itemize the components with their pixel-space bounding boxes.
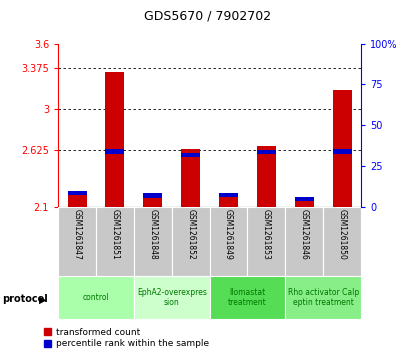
Bar	[286, 276, 361, 319]
Text: GSM1261853: GSM1261853	[262, 209, 271, 260]
Text: GDS5670 / 7902702: GDS5670 / 7902702	[144, 9, 271, 22]
Bar	[333, 90, 352, 207]
Bar	[181, 153, 200, 157]
Bar	[68, 191, 86, 195]
Bar	[172, 207, 210, 276]
Text: GSM1261847: GSM1261847	[73, 209, 81, 260]
Text: EphA2-overexpres
sion: EphA2-overexpres sion	[137, 288, 207, 307]
Bar	[58, 207, 96, 276]
Bar	[295, 199, 314, 207]
Text: GSM1261852: GSM1261852	[186, 209, 195, 260]
Bar	[134, 207, 172, 276]
Text: GSM1261851: GSM1261851	[110, 209, 120, 260]
Text: GSM1261850: GSM1261850	[338, 209, 347, 260]
Bar	[219, 193, 238, 197]
Bar	[143, 194, 162, 207]
Bar	[323, 207, 361, 276]
Text: protocol: protocol	[2, 294, 48, 305]
Text: GSM1261849: GSM1261849	[224, 209, 233, 260]
Bar	[286, 207, 323, 276]
Legend: transformed count, percentile rank within the sample: transformed count, percentile rank withi…	[44, 327, 209, 348]
Bar	[68, 192, 86, 207]
Bar	[96, 207, 134, 276]
Text: GSM1261848: GSM1261848	[148, 209, 157, 260]
Bar	[333, 149, 352, 154]
Bar	[143, 193, 162, 197]
Text: Ilomastat
treatment: Ilomastat treatment	[228, 288, 267, 307]
Bar	[105, 72, 124, 207]
Text: ▶: ▶	[39, 294, 46, 305]
Bar	[105, 149, 124, 154]
Bar	[257, 150, 276, 154]
Text: Rho activator Calp
eptin treatment: Rho activator Calp eptin treatment	[288, 288, 359, 307]
Bar	[134, 276, 210, 319]
Bar	[247, 207, 285, 276]
Text: control: control	[83, 293, 109, 302]
Bar	[257, 146, 276, 207]
Bar	[181, 149, 200, 207]
Bar	[295, 197, 314, 201]
Bar	[210, 207, 247, 276]
Bar	[58, 276, 134, 319]
Text: GSM1261846: GSM1261846	[300, 209, 309, 260]
Bar	[210, 276, 286, 319]
Bar	[219, 194, 238, 207]
